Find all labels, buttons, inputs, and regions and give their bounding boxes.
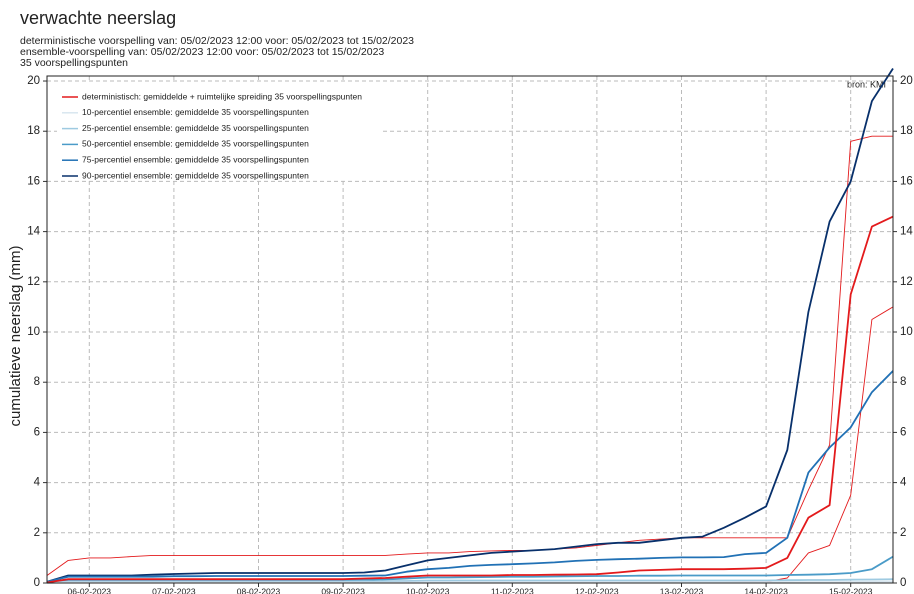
- spread-upper-line: [46, 135, 893, 576]
- x-tick-label: 12-02-2023: [575, 586, 619, 594]
- y2-tick-label: 12: [900, 276, 913, 288]
- legend-label: 50-percentiel ensemble: gemiddelde 35 vo…: [82, 139, 309, 149]
- legend-label: 90-percentiel ensemble: gemiddelde 35 vo…: [82, 170, 309, 180]
- y-tick-label: 0: [34, 577, 40, 589]
- y2-tick-label: 14: [900, 226, 913, 238]
- y-tick-label: 6: [34, 426, 40, 438]
- legend-box: [57, 82, 382, 180]
- series-line: [46, 215, 894, 584]
- chart-subtitle: ensemble-voorspelling van: 05/02/2023 12…: [20, 46, 384, 58]
- x-tick-label: 09-02-2023: [321, 586, 365, 594]
- y2-tick-label: 8: [900, 376, 906, 388]
- y2-tick-label: 4: [900, 477, 907, 489]
- legend-label: 10-percentiel ensemble: gemiddelde 35 vo…: [82, 107, 309, 117]
- y-tick-label: 20: [27, 75, 40, 87]
- x-tick-label: 11-02-2023: [491, 586, 534, 594]
- y2-tick-label: 2: [900, 527, 906, 539]
- plot-border: [46, 75, 894, 584]
- y2-tick-label: 6: [900, 426, 906, 438]
- y-tick-label: 10: [27, 326, 40, 338]
- y-axis-label: cumulatieve neerslag (mm): [7, 246, 24, 427]
- x-tick-label: 14-02-2023: [744, 586, 788, 594]
- legend-label: 25-percentiel ensemble: gemiddelde 35 vo…: [82, 123, 309, 133]
- y2-tick-label: 16: [900, 175, 913, 187]
- legend-label: deterministisch: gemiddelde + ruimtelijk…: [82, 91, 362, 101]
- series-line: [46, 68, 894, 583]
- y2-tick-label: 10: [900, 326, 913, 338]
- y-tick-label: 14: [27, 226, 40, 238]
- x-tick-label: 06-02-2023: [68, 586, 112, 594]
- y-tick-label: 4: [34, 477, 41, 489]
- series-line: [46, 370, 894, 583]
- y-tick-label: 18: [27, 125, 40, 137]
- x-tick-label: 10-02-2023: [406, 586, 450, 594]
- y2-tick-label: 18: [900, 125, 913, 137]
- source-note: bron: KMI: [847, 79, 886, 89]
- chart-title: verwachte neerslag: [20, 8, 176, 28]
- y2-tick-label: 0: [900, 577, 906, 589]
- y-tick-label: 2: [34, 527, 40, 539]
- y-tick-label: 12: [27, 276, 40, 288]
- y-tick-label: 8: [34, 376, 40, 388]
- y2-tick-label: 20: [900, 75, 913, 87]
- y-tick-label: 16: [27, 175, 40, 187]
- x-tick-label: 07-02-2023: [152, 586, 196, 594]
- chart-subtitle: 35 voorspellingspunten: [20, 57, 128, 69]
- legend-label: 75-percentiel ensemble: gemiddelde 35 vo…: [82, 154, 309, 164]
- x-tick-label: 15-02-2023: [829, 586, 873, 594]
- chart-subtitle: deterministische voorspelling van: 05/02…: [20, 35, 414, 47]
- x-tick-label: 08-02-2023: [237, 586, 281, 594]
- x-tick-label: 13-02-2023: [660, 586, 704, 594]
